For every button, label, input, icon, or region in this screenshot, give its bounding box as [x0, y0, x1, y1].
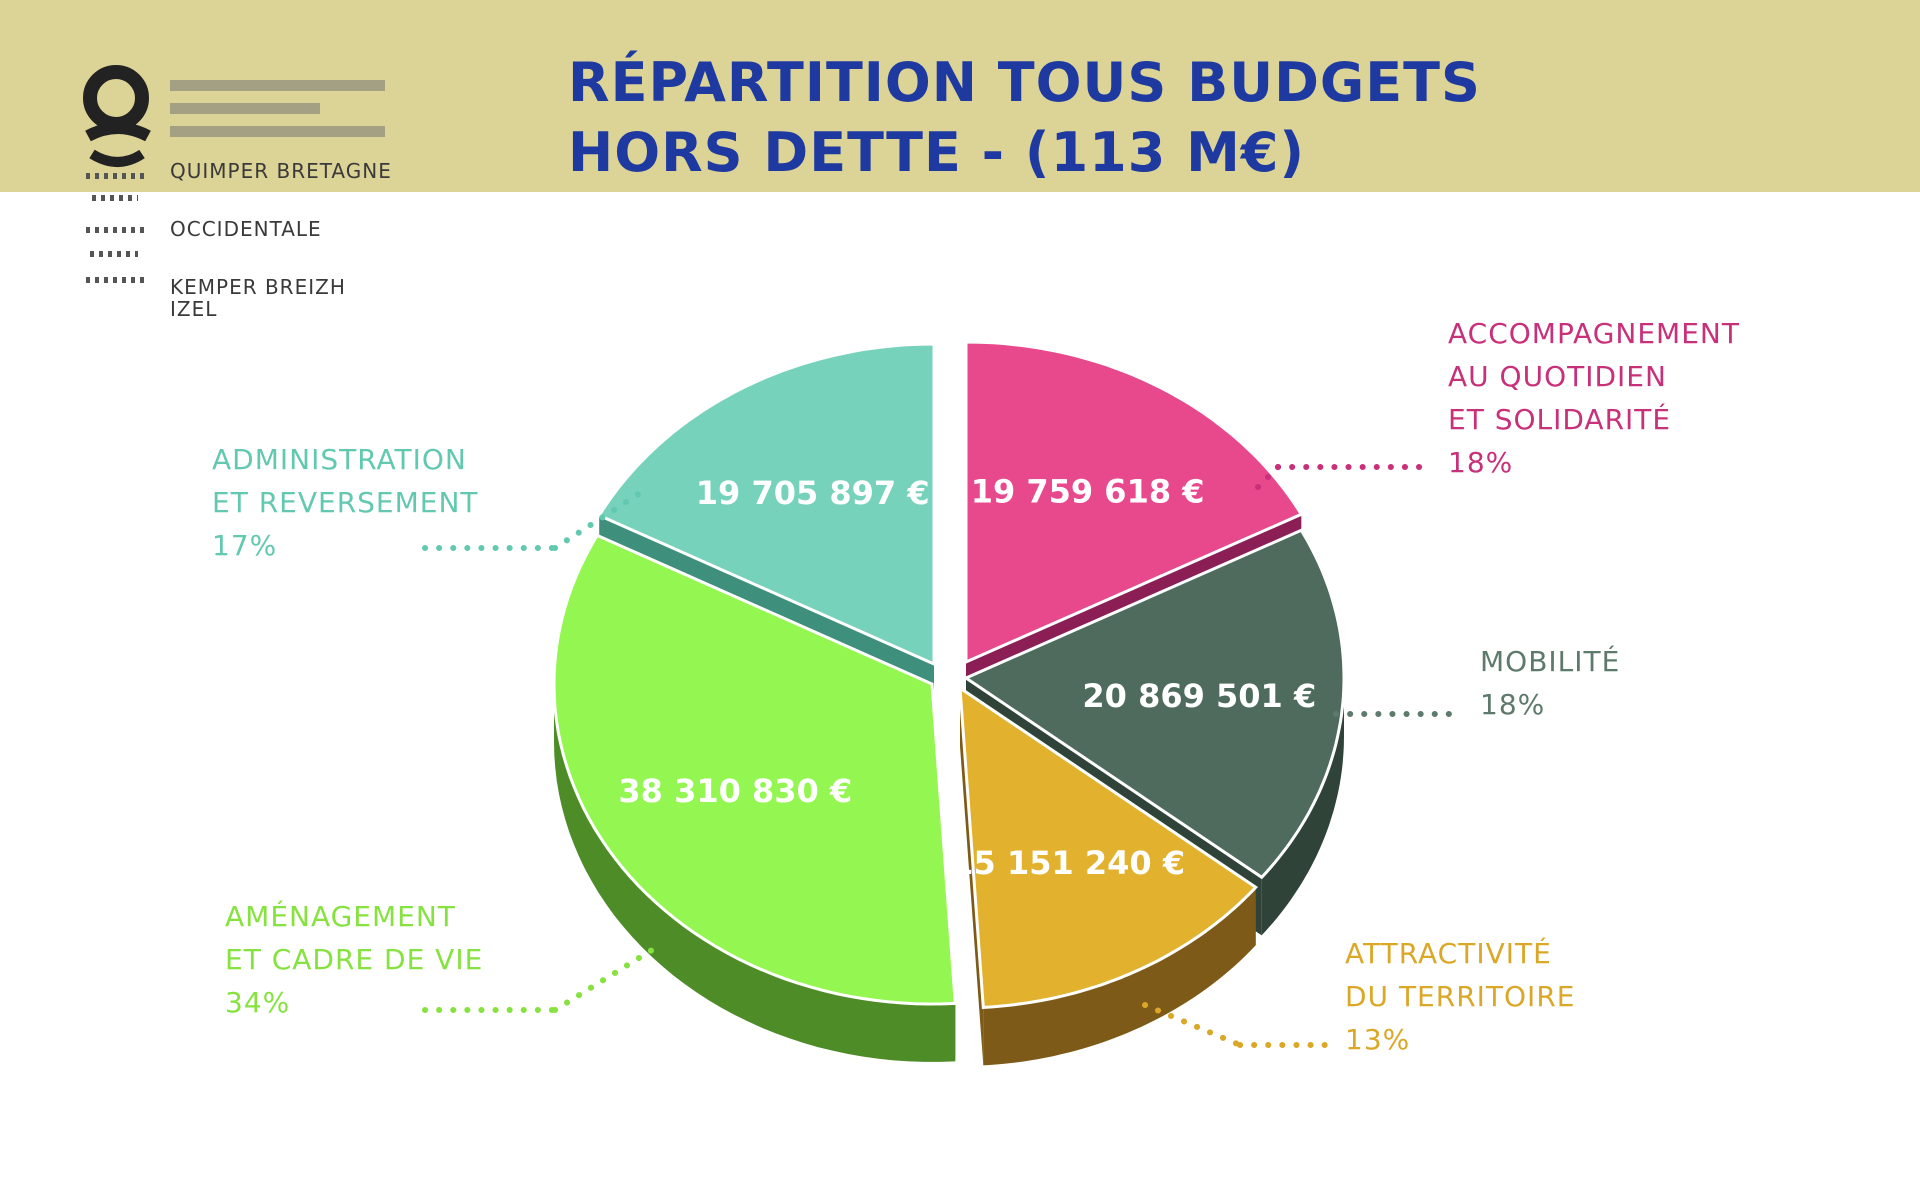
category-name: ET CADRE DE VIE: [225, 943, 484, 976]
pie-slice-2: [962, 528, 1346, 880]
slice-value-label: 15 151 240 €: [951, 844, 1185, 882]
pie-slice-3: [958, 685, 1259, 1009]
category-name: AU QUOTIDIEN: [1448, 360, 1667, 393]
logo-line-3: KEMPER BREIZH IZEL: [170, 275, 346, 321]
pie-slice-5: [597, 342, 936, 667]
logo-blurred-text: [170, 80, 385, 150]
category-name: DU TERRITOIRE: [1345, 980, 1576, 1013]
slice-value-label: 19 759 618 €: [971, 472, 1205, 510]
logo-mark-icon: [83, 65, 151, 283]
pie-slice-side-curve: [554, 684, 956, 1062]
category-label-1: ACCOMPAGNEMENT AU QUOTIDIEN ET SOLIDARITÉ 1…: [1448, 312, 1740, 484]
category-name: ATTRACTIVITÉ: [1345, 937, 1552, 970]
slice-value-label: 20 869 501 €: [1082, 677, 1316, 715]
page-title: RÉPARTITION TOUS BUDGETS HORS DETTE - (1…: [568, 48, 1481, 188]
category-percent: 17%: [212, 529, 278, 562]
category-percent: 34%: [225, 986, 291, 1019]
pie-slice-1: [964, 340, 1304, 665]
page-title-line-1: RÉPARTITION TOUS BUDGETS: [568, 51, 1481, 114]
category-name: ACCOMPAGNEMENT: [1448, 317, 1740, 350]
header-band: [0, 0, 1920, 192]
category-name: ET SOLIDARITÉ: [1448, 403, 1672, 436]
slice-value-label: 38 310 830 €: [618, 772, 852, 810]
logo-line-1: QUIMPER BRETAGNE: [170, 159, 392, 183]
logo-line-2: OCCIDENTALE: [170, 217, 322, 241]
leader-line-3: [1142, 1002, 1333, 1048]
category-label-3: ATTRACTIVITÉ DU TERRITOIRE 13%: [1345, 932, 1575, 1061]
category-label-4: AMÉNAGEMENT ET CADRE DE VIE 34%: [225, 895, 483, 1024]
category-label-2: MOBILITÉ 18%: [1480, 640, 1620, 726]
category-percent: 18%: [1448, 446, 1514, 479]
leader-line-5: [422, 490, 643, 551]
pie-slice-4: [552, 533, 957, 1006]
category-percent: 18%: [1480, 688, 1546, 721]
leader-line-1: [1247, 464, 1428, 498]
pie-slice-side-curve: [983, 887, 1256, 1066]
category-name: ET REVERSEMENT: [212, 486, 479, 519]
category-name: MOBILITÉ: [1480, 645, 1621, 678]
category-percent: 13%: [1345, 1023, 1411, 1056]
slice-value-label: 19 705 897 €: [696, 474, 930, 512]
pie-slice-side-curve: [1261, 678, 1344, 936]
category-name: ADMINISTRATION: [212, 443, 467, 476]
organization-logo: QUIMPER BRETAGNE OCCIDENTALE KEMPER BREI…: [78, 58, 398, 320]
category-name: AMÉNAGEMENT: [225, 900, 456, 933]
page-title-line-2: HORS DETTE - (113 M€): [568, 121, 1306, 184]
category-label-5: ADMINISTRATION ET REVERSEMENT 17%: [212, 438, 479, 567]
